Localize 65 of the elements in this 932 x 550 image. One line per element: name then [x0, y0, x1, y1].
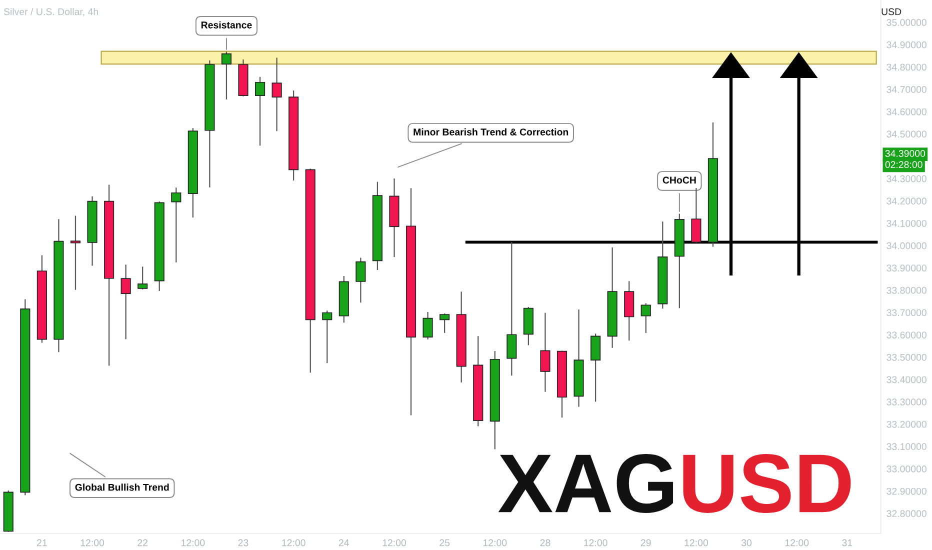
y-tick-label: 33.70000	[886, 309, 926, 316]
y-tick-label: 34.00000	[886, 242, 926, 250]
y-tick-label: 33.00000	[886, 466, 926, 472]
x-tick-label: 25	[440, 539, 450, 546]
x-tick-label: 12:00	[483, 539, 507, 546]
candlestick	[171, 188, 182, 262]
candlestick	[322, 310, 332, 364]
x-tick-label: 12:00	[584, 539, 608, 546]
candlestick	[70, 216, 81, 290]
candlestick	[356, 258, 366, 303]
y-tick-label: 33.10000	[886, 443, 926, 450]
y-tick-label: 33.40000	[886, 376, 926, 384]
y-tick-label: 34.80000	[886, 64, 926, 71]
candlestick	[138, 266, 148, 290]
y-tick-label: 33.20000	[886, 420, 926, 428]
candlestick	[440, 314, 450, 333]
annotation: USD	[683, 454, 851, 513]
x-tick-label: 12:00	[182, 539, 205, 546]
x-tick-label: 22	[138, 539, 148, 546]
annotation: CHoCH	[662, 176, 696, 184]
annotation: Resistance	[201, 21, 252, 28]
candlestick	[120, 264, 131, 340]
y-tick-label: 34.60000	[886, 108, 926, 116]
x-tick-label: 23	[238, 539, 248, 546]
x-tick-label: 28	[540, 539, 550, 546]
candlestick	[640, 303, 651, 333]
y-tick-label: 33.60000	[886, 332, 926, 338]
y-tick-label: 32.90000	[886, 488, 926, 495]
y-axis-title: USD	[882, 8, 902, 16]
x-tick-label: 29	[640, 539, 651, 546]
x-tick-label: 30	[741, 539, 752, 546]
text: Silver / U.S. Dollar, 4h	[4, 8, 98, 16]
candlestick	[691, 188, 702, 243]
candlestick	[506, 242, 517, 376]
x-tick-label: 24	[338, 539, 350, 546]
text: 34.39000	[885, 150, 926, 157]
annotation: Minor Bearish Trend & Correction	[414, 128, 568, 136]
candlestick	[422, 312, 433, 340]
text: 02:28:00	[885, 161, 922, 168]
x-tick-label: 31	[842, 539, 852, 546]
y-tick-label: 34.90000	[886, 41, 926, 48]
y-tick-label: 33.50000	[886, 354, 926, 361]
candlestick	[254, 76, 266, 146]
candlestick	[272, 58, 282, 132]
y-tick-label: 34.50000	[886, 130, 926, 138]
candlestick	[590, 334, 601, 402]
y-tick-label: 35.00000	[886, 19, 926, 26]
candlestick	[221, 52, 232, 100]
x-tick-label: 21	[37, 539, 47, 546]
y-tick-label: 34.10000	[886, 220, 926, 227]
x-tick-label: 12:00	[80, 539, 104, 546]
x-tick-label: 12:00	[684, 539, 708, 546]
y-tick-label: 34.20000	[886, 198, 926, 205]
x-tick-label: 12:00	[382, 539, 406, 546]
y-tick-label: 33.30000	[886, 398, 926, 406]
y-tick-label: 34.70000	[886, 86, 926, 93]
y-tick-label: 34.30000	[886, 175, 926, 182]
x-tick-label: 12:00	[785, 539, 809, 546]
annotation: XAG	[498, 454, 674, 513]
y-tick-label: 33.90000	[886, 264, 926, 272]
y-tick-label: 33.80000	[886, 286, 926, 294]
candlestick	[540, 312, 550, 392]
x-tick-label: 12:00	[282, 539, 306, 546]
y-tick-label: 32.80000	[886, 510, 926, 518]
annotation: Global Bullish Trend	[75, 484, 169, 491]
